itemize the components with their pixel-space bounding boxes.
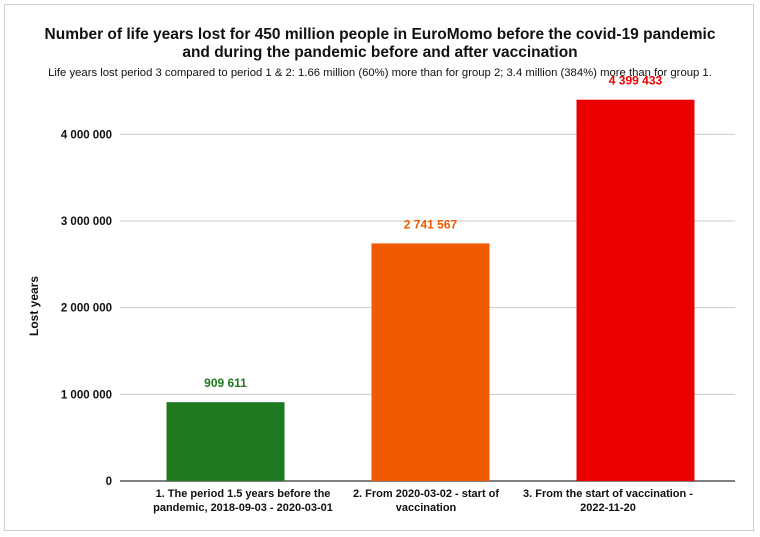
chart-title: Number of life years lost for 450 millio… xyxy=(0,26,760,62)
chart-title-line-2: and during the pandemic before and after… xyxy=(182,44,578,61)
x-category-2-line-2: vaccination xyxy=(395,502,457,514)
x-category-3-line-2: 2022-11-20 xyxy=(580,502,636,514)
chart-subtitle: Life years lost period 3 compared to per… xyxy=(48,67,712,79)
y-tick-label: 0 xyxy=(106,476,112,488)
data-label: 909 611 xyxy=(204,376,247,390)
x-category-label-3: 3. From the start of vaccination - 2022-… xyxy=(518,487,698,515)
x-category-1-line-2: pandemic, 2018-09-03 - 2020-03-01 xyxy=(153,502,333,514)
bar xyxy=(166,402,285,481)
x-category-label-2: 2. From 2020-03-02 - start of vaccinatio… xyxy=(336,487,516,515)
bar xyxy=(576,99,695,481)
y-tick-label: 1 000 000 xyxy=(61,389,112,401)
x-category-1-line-1: 1. The period 1.5 years before the xyxy=(155,488,331,500)
data-label: 2 741 567 xyxy=(404,217,458,231)
y-tick-label: 3 000 000 xyxy=(61,216,112,228)
bar xyxy=(371,243,490,481)
chart-title-line-1: Number of life years lost for 450 millio… xyxy=(44,26,716,43)
y-tick-label: 4 000 000 xyxy=(61,129,112,141)
x-category-2-line-1: 2. From 2020-03-02 - start of xyxy=(352,488,500,500)
x-category-3-line-1: 3. From the start of vaccination - xyxy=(523,488,693,500)
x-category-label-1: 1. The period 1.5 years before the pande… xyxy=(153,487,333,515)
data-label: 4 399 433 xyxy=(609,74,663,88)
y-tick-label: 2 000 000 xyxy=(61,303,112,315)
